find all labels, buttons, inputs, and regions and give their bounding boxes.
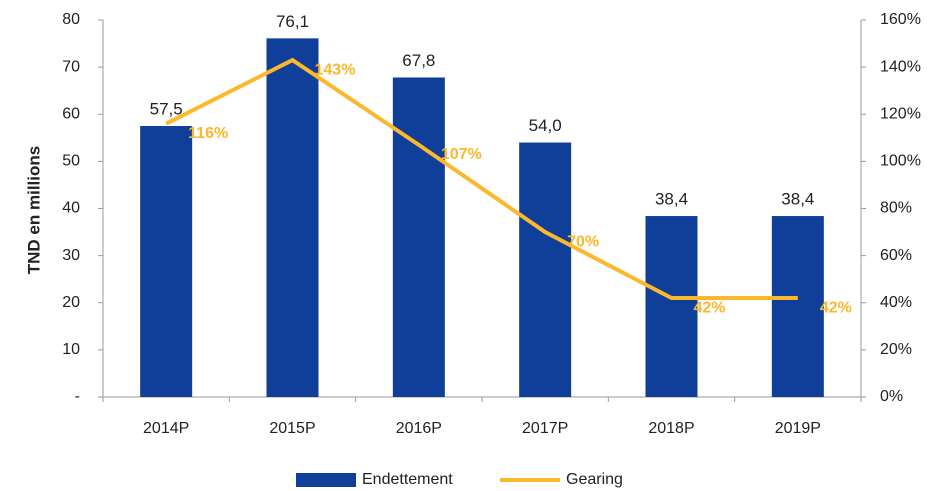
bar-value-label: 54,0 bbox=[529, 116, 562, 135]
line bbox=[165, 57, 798, 301]
y-tick-label: 40 bbox=[62, 200, 80, 217]
line-value-label: 107% bbox=[441, 146, 482, 163]
bar-value-label: 76,1 bbox=[276, 12, 309, 31]
bar-value-label: 57,5 bbox=[150, 100, 183, 119]
y2-tick-label: 120% bbox=[880, 105, 921, 122]
y2-tick-label: 100% bbox=[880, 153, 921, 170]
legend-label: Gearing bbox=[566, 471, 623, 488]
bar bbox=[266, 38, 319, 397]
y2-tick-label: 40% bbox=[880, 294, 912, 311]
bar bbox=[392, 77, 445, 398]
y-tick-label: 70 bbox=[62, 58, 80, 75]
bar-value-label: 38,4 bbox=[781, 190, 814, 209]
bar bbox=[519, 142, 572, 397]
x-tick-label: 2018P bbox=[648, 420, 694, 437]
y-tick-label: 30 bbox=[62, 247, 80, 264]
x-tick-label: 2016P bbox=[396, 420, 442, 437]
bar-value-label: 38,4 bbox=[655, 190, 688, 209]
y-tick-label: 60 bbox=[62, 105, 80, 122]
line-value-label: 70% bbox=[567, 233, 599, 250]
x-tick-label: 2019P bbox=[775, 420, 821, 437]
x-tick-label: 2015P bbox=[269, 420, 315, 437]
y2-tick-label: 20% bbox=[880, 341, 912, 358]
y-tick-label: 80 bbox=[62, 11, 80, 28]
bar-value-label: 67,8 bbox=[402, 51, 435, 70]
y-tick-label: 20 bbox=[62, 294, 80, 311]
legend-swatch bbox=[296, 473, 356, 487]
y2-tick-label: 80% bbox=[880, 200, 912, 217]
legend-label: Endettement bbox=[362, 471, 453, 488]
y2-tick-label: 60% bbox=[880, 247, 912, 264]
bar bbox=[771, 216, 824, 397]
y2-tick-label: 160% bbox=[880, 11, 921, 28]
line-value-label: 42% bbox=[694, 299, 726, 316]
y2-tick-label: 0% bbox=[880, 388, 903, 405]
y-axis-title: TND en millions bbox=[24, 146, 43, 274]
y2-tick-label: 140% bbox=[880, 58, 921, 75]
line-value-label: 143% bbox=[315, 61, 356, 78]
bar bbox=[645, 216, 698, 397]
line-value-label: 42% bbox=[820, 299, 852, 316]
y-tick-label: 10 bbox=[62, 341, 80, 358]
bar bbox=[140, 126, 193, 397]
y-tick-label: - bbox=[75, 388, 80, 405]
x-tick-label: 2014P bbox=[143, 420, 189, 437]
line-value-label: 116% bbox=[188, 125, 228, 142]
x-tick-label: 2017P bbox=[522, 420, 568, 437]
y-tick-label: 50 bbox=[62, 153, 80, 170]
